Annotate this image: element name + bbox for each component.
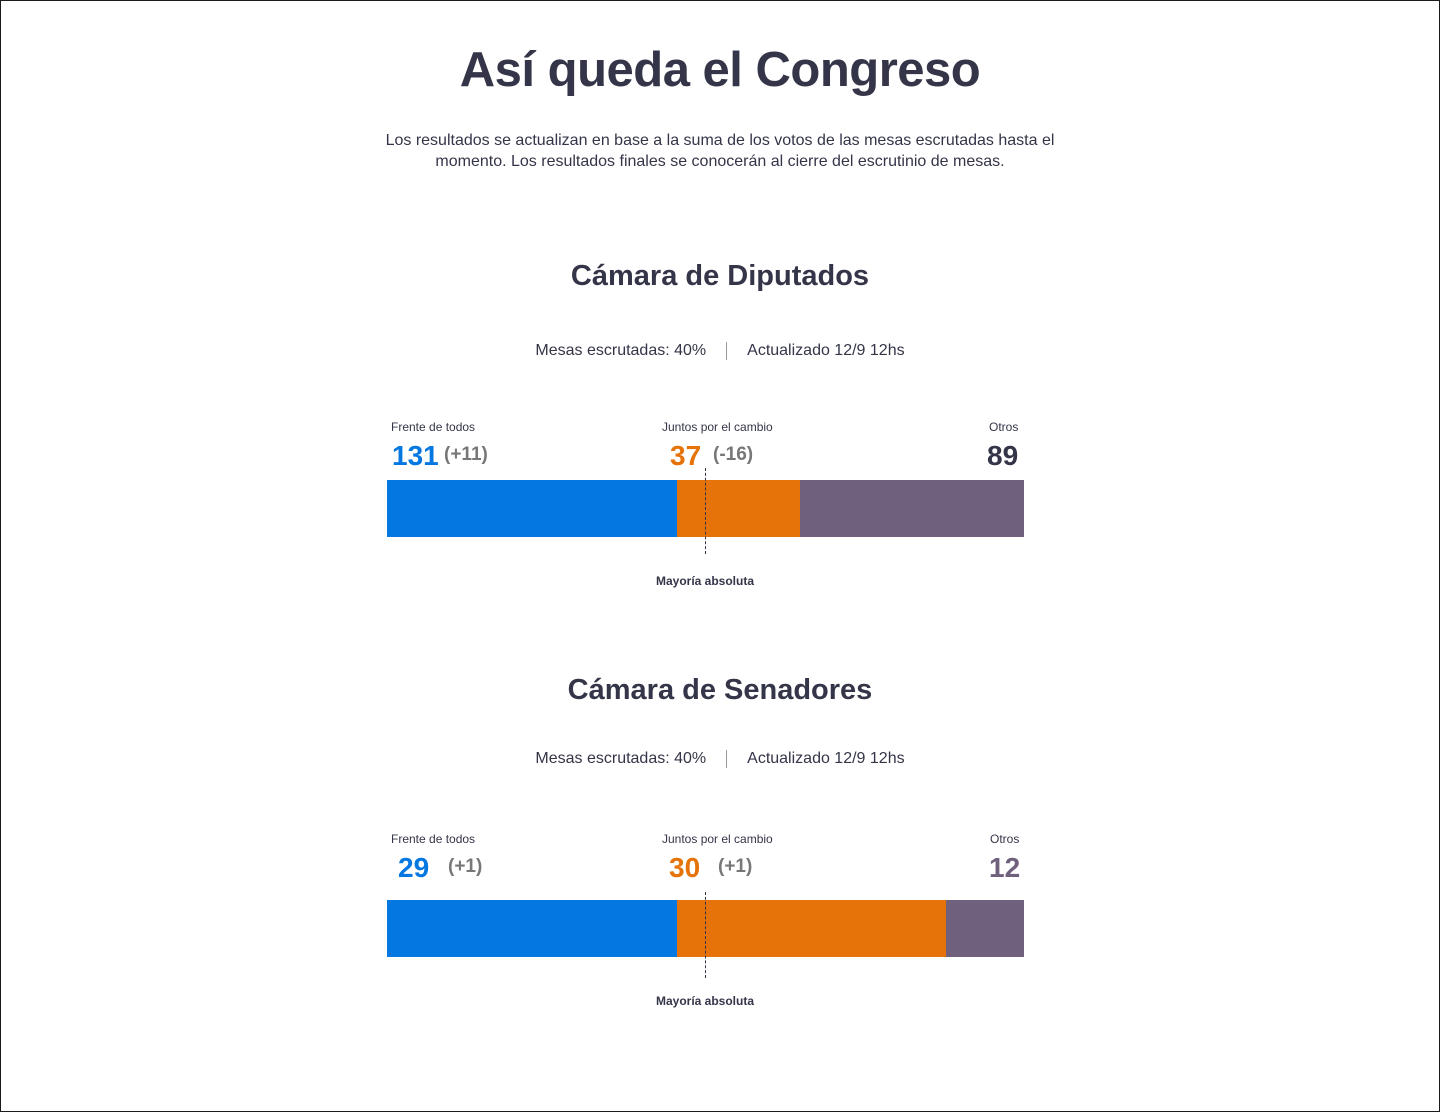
meta-divider [726,750,728,768]
bar-segment-otros [799,480,1024,537]
diff-frente: (+1) [448,856,483,877]
chamber-meta: Mesas escrutadas: 40% Actualizado 12/9 1… [0,750,1440,768]
mesas-escrutadas: Mesas escrutadas: 40% [535,342,707,359]
seats-frente: 29 [398,852,430,883]
chamber-title: Cámara de Diputados [570,260,870,292]
party-label-otros: Otros [990,832,1020,846]
diff-frente: (+11) [444,444,488,465]
bar-segment-juntos [676,900,946,957]
seats-frente: 131 [392,440,439,471]
updated-time: Actualizado 12/9 12hs [747,750,905,767]
bar-segment-otros [945,900,1024,957]
party-label-juntos: Juntos por el cambio [662,832,773,846]
bar-segment-juntos [676,480,800,537]
meta-divider [726,342,728,360]
seats-otros: 12 [989,852,1021,883]
diff-juntos: (-16) [713,444,754,465]
mesas-escrutadas: Mesas escrutadas: 40% [535,750,707,767]
bar-segment-frente [387,480,677,537]
majority-label: Mayoría absoluta [655,994,755,1008]
seats-otros: 89 [987,440,1019,471]
majority-line [705,468,706,554]
chamber-title: Cámara de Senadores [567,674,873,706]
bar-segment-frente [387,900,677,957]
seat-bar [387,900,1024,957]
updated-time: Actualizado 12/9 12hs [747,342,905,359]
seats-juntos: 37 [670,440,702,471]
chamber-meta: Mesas escrutadas: 40% Actualizado 12/9 1… [0,342,1440,360]
party-label-otros: Otros [989,420,1019,434]
party-label-frente: Frente de todos [391,420,476,434]
majority-label: Mayoría absoluta [655,574,755,588]
party-label-juntos: Juntos por el cambio [662,420,773,434]
seat-bar [387,480,1024,537]
seats-juntos: 30 [669,852,701,883]
page-title: Así queda el Congreso [459,43,981,97]
diff-juntos: (+1) [718,856,753,877]
majority-line [705,892,706,978]
party-label-frente: Frente de todos [391,832,476,846]
intro-text: Los resultados se actualizan en base a l… [385,132,1055,170]
